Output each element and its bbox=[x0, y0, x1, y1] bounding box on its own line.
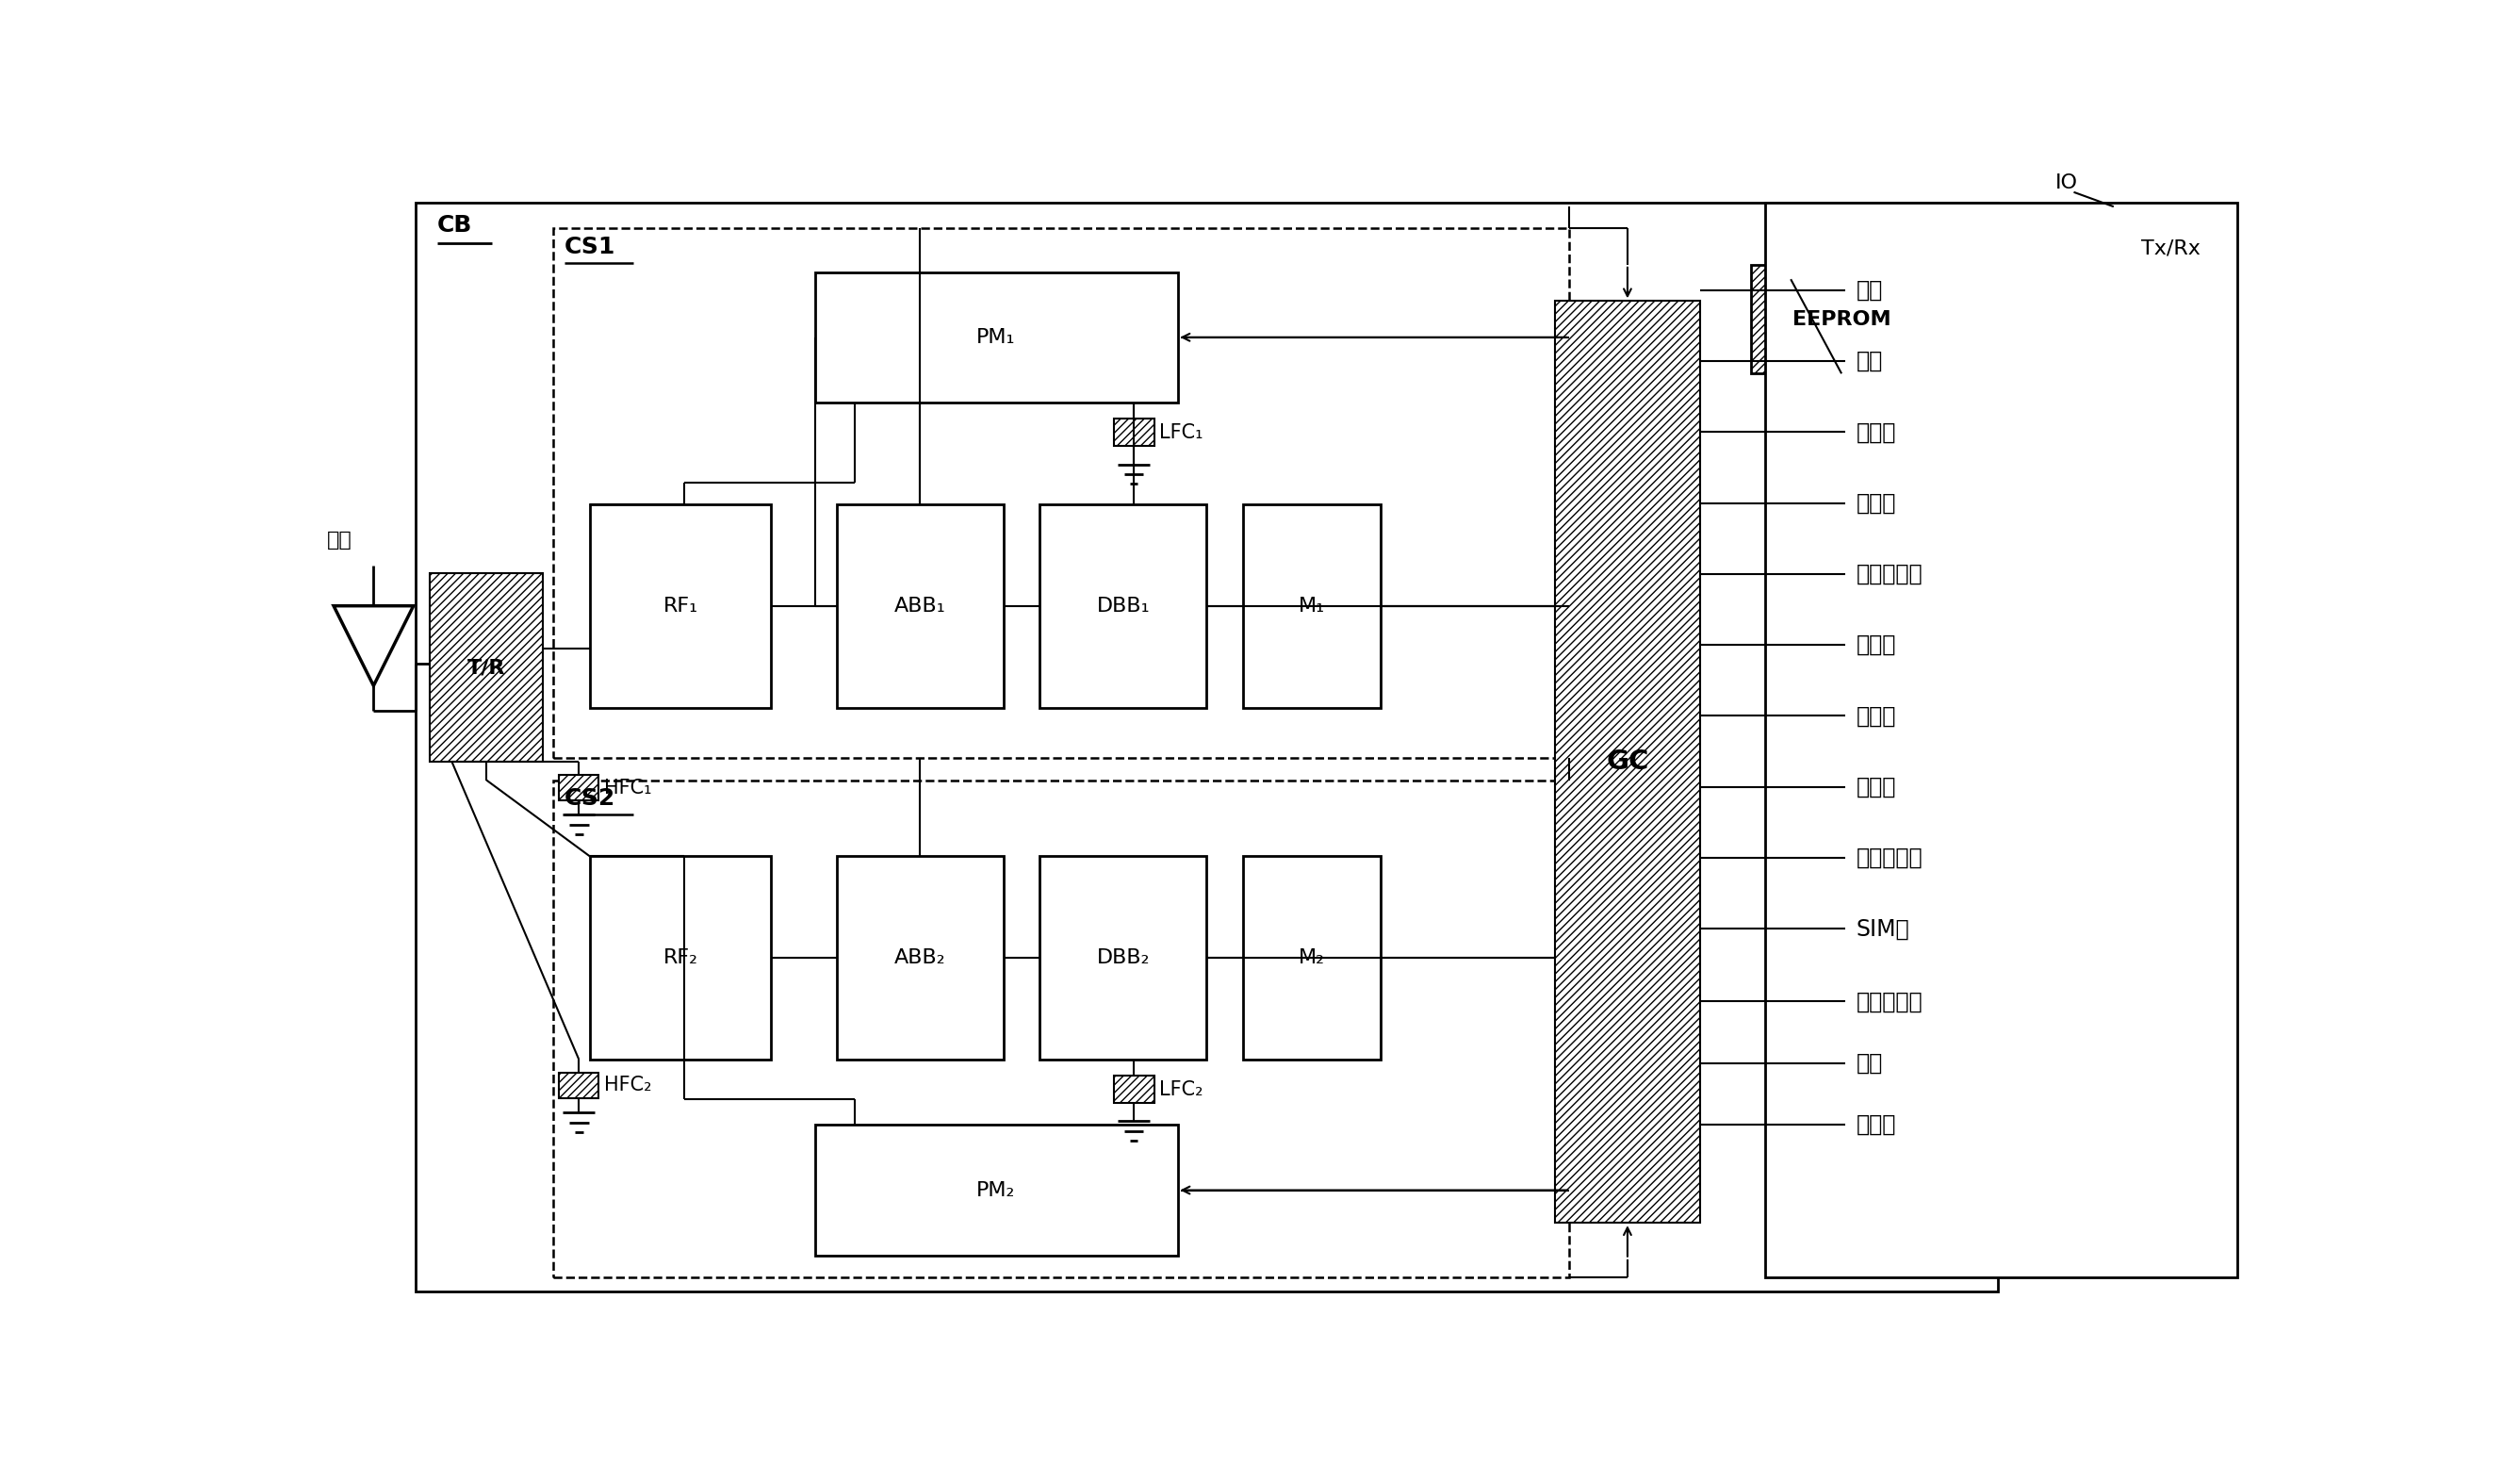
Bar bbox=[837, 857, 1003, 1060]
Text: CS2: CS2 bbox=[564, 787, 615, 810]
Bar bbox=[590, 505, 771, 707]
Text: 显示器: 显示器 bbox=[1857, 420, 1895, 444]
Text: 红外: 红外 bbox=[1857, 278, 1882, 302]
Text: 振动器: 振动器 bbox=[1857, 491, 1895, 515]
Text: CB: CB bbox=[438, 215, 474, 237]
Text: 天线: 天线 bbox=[328, 531, 353, 551]
Text: EEPROM: EEPROM bbox=[1792, 309, 1890, 329]
Text: M₂: M₂ bbox=[1298, 949, 1326, 968]
Text: 键区: 键区 bbox=[1857, 349, 1882, 373]
Bar bbox=[837, 505, 1003, 707]
Bar bbox=[1751, 265, 1933, 373]
Bar bbox=[559, 1073, 600, 1098]
Text: 系统连接器: 系统连接器 bbox=[1857, 847, 1923, 869]
Bar bbox=[1114, 419, 1154, 445]
Bar bbox=[1114, 1076, 1154, 1103]
Bar bbox=[416, 203, 1998, 1292]
Text: DBB₂: DBB₂ bbox=[1096, 949, 1149, 968]
Bar bbox=[431, 573, 542, 762]
Bar bbox=[590, 857, 771, 1060]
Text: 轻按传感器: 轻按传感器 bbox=[1857, 562, 1923, 585]
Bar bbox=[554, 228, 1570, 758]
Text: LFC₁: LFC₁ bbox=[1159, 423, 1202, 443]
Bar bbox=[1242, 505, 1381, 707]
Bar bbox=[1767, 203, 2238, 1277]
Text: LFC₂: LFC₂ bbox=[1159, 1080, 1205, 1098]
Text: PM₂: PM₂ bbox=[978, 1181, 1016, 1200]
Text: ABB₁: ABB₁ bbox=[895, 596, 945, 616]
Text: HFC₂: HFC₂ bbox=[605, 1076, 653, 1095]
Text: 振鲁器: 振鲁器 bbox=[1857, 776, 1895, 798]
Text: 送话器: 送话器 bbox=[1857, 633, 1895, 656]
Bar bbox=[1555, 300, 1701, 1222]
Text: CS1: CS1 bbox=[564, 235, 615, 259]
Text: 扬声器: 扬声器 bbox=[1857, 704, 1895, 727]
Text: 发光二极器: 发光二极器 bbox=[1857, 990, 1923, 1012]
Text: 存储器: 存储器 bbox=[1857, 1113, 1895, 1137]
Text: RF₁: RF₁ bbox=[663, 596, 698, 616]
Text: RF₂: RF₂ bbox=[663, 949, 698, 968]
Bar bbox=[1242, 857, 1381, 1060]
Text: M₁: M₁ bbox=[1298, 596, 1326, 616]
Text: T/R: T/R bbox=[466, 659, 507, 676]
Text: HFC₁: HFC₁ bbox=[605, 778, 653, 798]
Text: IO: IO bbox=[2056, 173, 2079, 192]
Text: 电池: 电池 bbox=[1857, 1052, 1882, 1074]
Bar bbox=[1041, 505, 1207, 707]
Text: ABB₂: ABB₂ bbox=[895, 949, 945, 968]
Bar bbox=[814, 272, 1177, 403]
Text: Tx/Rx: Tx/Rx bbox=[2142, 240, 2200, 258]
Text: PM₁: PM₁ bbox=[978, 329, 1016, 346]
Bar bbox=[559, 776, 600, 801]
Text: GC: GC bbox=[1605, 749, 1648, 776]
Text: SIM卡: SIM卡 bbox=[1857, 918, 1910, 940]
Bar bbox=[554, 780, 1570, 1277]
Bar bbox=[814, 1125, 1177, 1255]
Bar bbox=[1041, 857, 1207, 1060]
Text: DBB₁: DBB₁ bbox=[1096, 596, 1149, 616]
